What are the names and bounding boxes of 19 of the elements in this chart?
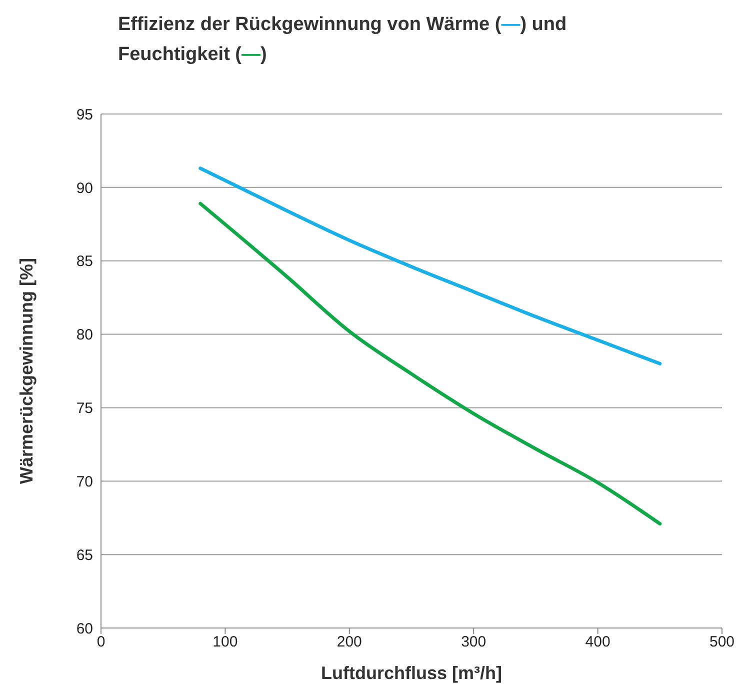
line-series (198, 202, 662, 526)
x-tick-label: 500 (709, 634, 735, 651)
x-tick-label: 400 (585, 634, 610, 651)
y-tick-label: 60 (76, 620, 93, 638)
x-tick-label: 0 (96, 634, 106, 651)
x-tick-label: 100 (212, 634, 238, 651)
y-tick-label: 95 (76, 106, 93, 124)
x-axis-title: Luftdurchfluss [m³/h] (321, 663, 502, 683)
y-tick-label: 75 (76, 400, 93, 418)
y-tick-label: 85 (76, 253, 93, 270)
chart-title: Effizienz der Rückgewinnung von Wärme (—) und Feuchtigkeit (—) (118, 14, 567, 65)
x-tick-label: 200 (336, 634, 362, 651)
x-tick-label: 300 (461, 634, 486, 651)
y-axis-title: Wärmerückgewinnung [%] (16, 258, 36, 484)
y-tick-label: 70 (76, 473, 93, 490)
y-tick-label: 65 (76, 546, 93, 564)
line-series (198, 166, 662, 366)
y-tick-label: 90 (76, 180, 93, 197)
y-tick-label: 80 (76, 326, 93, 344)
